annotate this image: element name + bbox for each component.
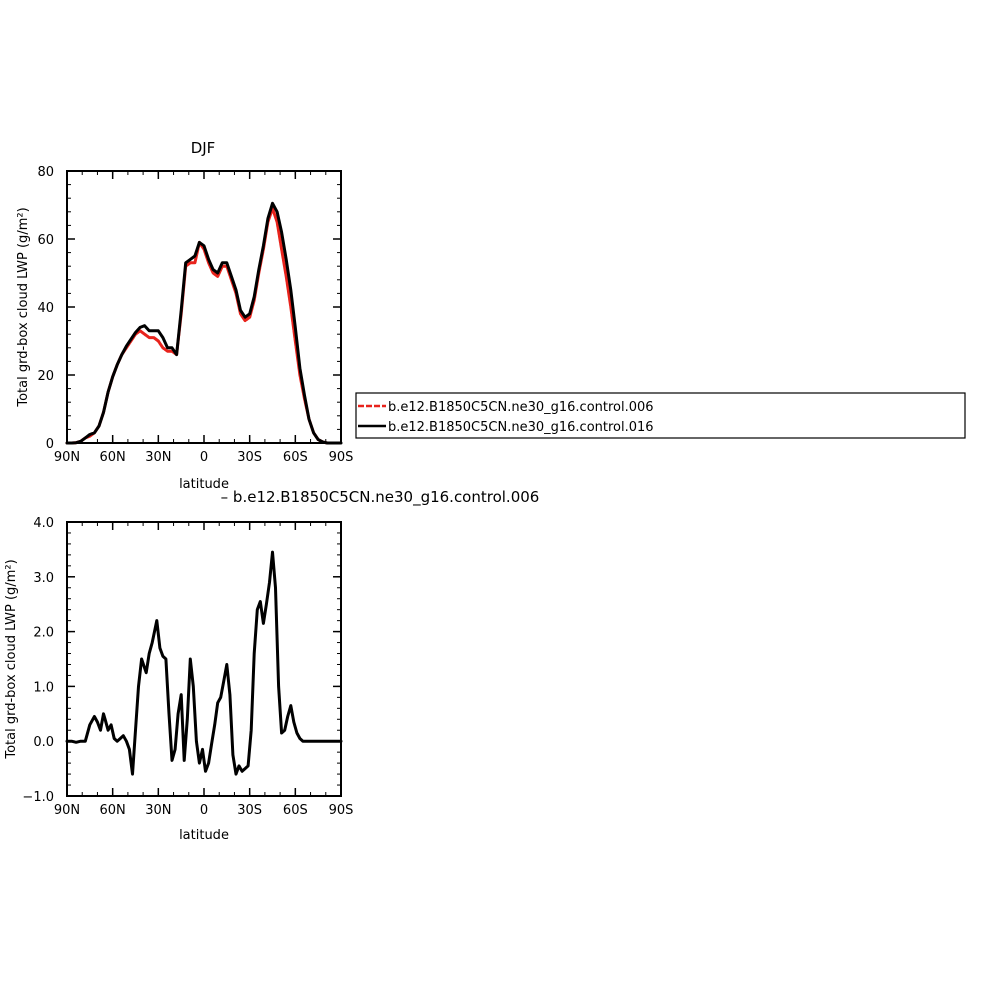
x-tick-label: 60S <box>283 803 308 818</box>
y-tick-label: 0.0 <box>33 735 54 750</box>
x-tick-label: 30N <box>145 450 171 465</box>
chart-bottom-frame <box>66 521 342 797</box>
chart-top-title: DJF <box>191 139 216 157</box>
legend-label-1: b.e12.B1850C5CN.ne30_g16.control.006 <box>388 400 654 415</box>
y-tick-label: 80 <box>37 165 54 180</box>
y-tick-label: 3.0 <box>33 571 54 586</box>
y-tick-label: 60 <box>37 233 54 248</box>
chart-bottom: – b.e12.B1850C5CN.ne30_g16.control.006 9… <box>4 488 539 843</box>
chart-top-ylabel: Total grd-box cloud LWP (g/m²) <box>16 207 31 407</box>
chart-top-series-line-1 <box>65 206 343 445</box>
chart-top-xlabel: latitude <box>179 477 229 492</box>
chart-top-ticks: 90N 60N 30N 0 30S 60S 90S 0 20 40 60 80 <box>37 165 353 465</box>
chart-bottom-series-line-1 <box>65 550 343 776</box>
chart-bottom-xlabel: latitude <box>179 828 229 843</box>
x-tick-label: 60N <box>100 450 126 465</box>
y-tick-label: −1.0 <box>22 790 54 805</box>
y-tick-label: 20 <box>37 369 54 384</box>
x-tick-label: 90N <box>54 450 80 465</box>
y-tick-label: 1.0 <box>33 680 54 695</box>
chart-top-frame <box>66 170 342 444</box>
x-tick-label: 30S <box>237 803 262 818</box>
legend: b.e12.B1850C5CN.ne30_g16.control.006 b.e… <box>355 392 966 439</box>
x-tick-label: 0 <box>200 803 208 818</box>
chart-top-series-line-2 <box>65 201 343 445</box>
x-tick-label: 30S <box>237 450 262 465</box>
chart-bottom-title: – b.e12.B1850C5CN.ne30_g16.control.006 <box>221 488 540 507</box>
legend-box <box>355 392 966 439</box>
y-tick-label: 40 <box>37 301 54 316</box>
y-tick-label: 4.0 <box>33 516 54 531</box>
y-tick-label: 2.0 <box>33 626 54 641</box>
y-tick-label: 0 <box>46 437 54 452</box>
chart-bottom-ylabel: Total grd-box cloud LWP (g/m²) <box>4 559 19 759</box>
x-tick-label: 90S <box>329 450 354 465</box>
x-tick-label: 90S <box>329 803 354 818</box>
legend-label-2: b.e12.B1850C5CN.ne30_g16.control.016 <box>388 420 654 435</box>
chart-top: DJF 90N 60N 30N 0 30S 60S 90S 0 20 40 60 80 latitud… <box>16 139 353 492</box>
chart-top-series <box>65 201 343 445</box>
x-tick-label: 0 <box>200 450 208 465</box>
chart-bottom-series <box>65 550 343 776</box>
x-tick-label: 90N <box>54 803 80 818</box>
x-tick-label: 30N <box>145 803 171 818</box>
x-tick-label: 60N <box>100 803 126 818</box>
chart-bottom-ticks: 90N 60N 30N 0 30S 60S 90S −1.0 0.0 1.0 2.0 3.0 4.0 <box>22 516 353 818</box>
x-tick-label: 60S <box>283 450 308 465</box>
